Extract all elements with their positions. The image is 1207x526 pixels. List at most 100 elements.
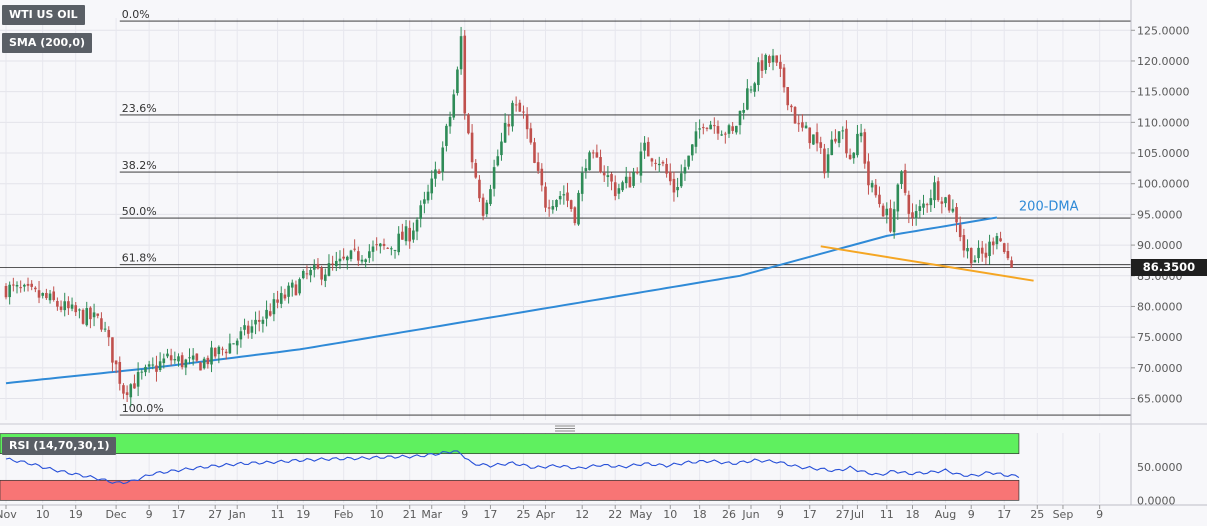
candle-body: [140, 371, 144, 373]
candle-body: [635, 171, 639, 174]
candle-body: [881, 205, 885, 217]
candle-body: [382, 243, 386, 246]
candle-body: [312, 265, 316, 270]
candle-body: [713, 125, 716, 127]
candle-body: [657, 163, 661, 166]
x-tick-label: Nov: [0, 508, 17, 521]
x-tick-label: 11: [271, 508, 285, 521]
candle-body: [676, 186, 679, 191]
candle-body: [936, 181, 940, 201]
candle-body: [379, 243, 382, 247]
candle-body: [760, 60, 764, 71]
candle-body: [878, 194, 881, 205]
rsi-legend[interactable]: RSI (14,70,30,1): [2, 437, 117, 455]
candle-body: [452, 94, 456, 118]
candle-body: [980, 247, 984, 254]
y-tick-label: 65.0000: [1137, 393, 1183, 406]
candle-body: [250, 326, 254, 333]
x-tick-label: 10: [36, 508, 50, 521]
candle-body: [195, 353, 199, 361]
candle-body: [1002, 243, 1006, 252]
candle-body: [995, 236, 999, 245]
candle-body: [235, 340, 239, 346]
x-tick-label: 19: [296, 508, 310, 521]
candle-body: [166, 353, 169, 357]
candle-body: [610, 174, 613, 182]
candle-body: [966, 248, 969, 252]
candle-body: [206, 357, 210, 365]
candle-body: [815, 132, 819, 144]
x-tick-label: 10: [370, 508, 384, 521]
x-tick-label: 10: [663, 508, 677, 521]
candle-body: [529, 128, 533, 143]
candle-body: [364, 259, 367, 262]
candle-body: [632, 172, 635, 186]
candle-body: [749, 89, 753, 91]
candle-body: [599, 157, 602, 173]
candle-body: [23, 284, 26, 287]
candle-body: [768, 56, 771, 63]
candle-body: [342, 256, 345, 259]
candle-body: [845, 128, 848, 154]
x-tick-label: 26: [722, 508, 736, 521]
candle-body: [518, 102, 522, 112]
candle-body: [925, 204, 929, 206]
candle-body: [125, 392, 129, 395]
candle-body: [243, 325, 246, 330]
candle-body: [147, 364, 151, 367]
candle-body: [100, 318, 103, 330]
candle-body: [481, 197, 485, 216]
candle-body: [595, 152, 599, 158]
sma-legend[interactable]: SMA (200,0): [2, 33, 93, 53]
candle-body: [720, 134, 723, 136]
candle-body: [290, 282, 294, 288]
candle-body: [294, 284, 298, 296]
candle-body: [470, 132, 474, 163]
candle-body: [544, 186, 547, 208]
candle-body: [177, 356, 180, 362]
candle-body: [628, 176, 632, 188]
candle-body: [26, 283, 30, 286]
candle-body: [834, 138, 837, 142]
x-tick-label: 17: [483, 508, 497, 521]
x-tick-label: Dec: [105, 508, 126, 521]
candle-body: [790, 105, 793, 108]
candle-body: [246, 325, 250, 334]
rsi-bands: [0, 433, 1020, 501]
candle-body: [555, 199, 558, 208]
candle-body: [958, 224, 962, 238]
x-tick-label: 9: [146, 508, 153, 521]
current-price-tag: 86.3500: [1131, 258, 1207, 276]
candle-body: [896, 184, 900, 212]
candle-body: [158, 361, 162, 371]
candle-body: [654, 162, 657, 164]
x-tick-label: 27: [208, 508, 222, 521]
x-tick-label: Jan: [228, 508, 246, 521]
sma-200-line: [5, 216, 998, 385]
candle-body: [573, 207, 577, 224]
candle-body: [320, 268, 323, 280]
candle-body: [445, 125, 448, 146]
x-tick-label: Feb: [334, 508, 353, 521]
candle-body: [415, 219, 419, 232]
candle-body: [812, 134, 815, 145]
candle-body: [569, 200, 573, 209]
x-tick-label: 12: [575, 508, 589, 521]
x-tick-label: 17: [803, 508, 817, 521]
symbol-legend[interactable]: WTI US OIL: [2, 5, 85, 25]
candle-body: [272, 299, 276, 315]
x-tick-label: 27: [836, 508, 850, 521]
candle-body: [390, 248, 393, 250]
fib-level-label: 23.6%: [122, 102, 157, 115]
candle-body: [911, 212, 914, 218]
x-tick-label: 25: [1030, 508, 1044, 521]
candle-body: [668, 171, 672, 182]
y-tick-label: 80.0000: [1137, 300, 1183, 313]
candle-body: [511, 102, 514, 127]
candle-body: [298, 279, 301, 294]
candle-body: [261, 319, 265, 324]
fib-level-label: 0.0%: [122, 8, 150, 21]
candle-body: [852, 152, 856, 159]
candle-body: [63, 301, 67, 311]
candle-body: [213, 347, 217, 357]
